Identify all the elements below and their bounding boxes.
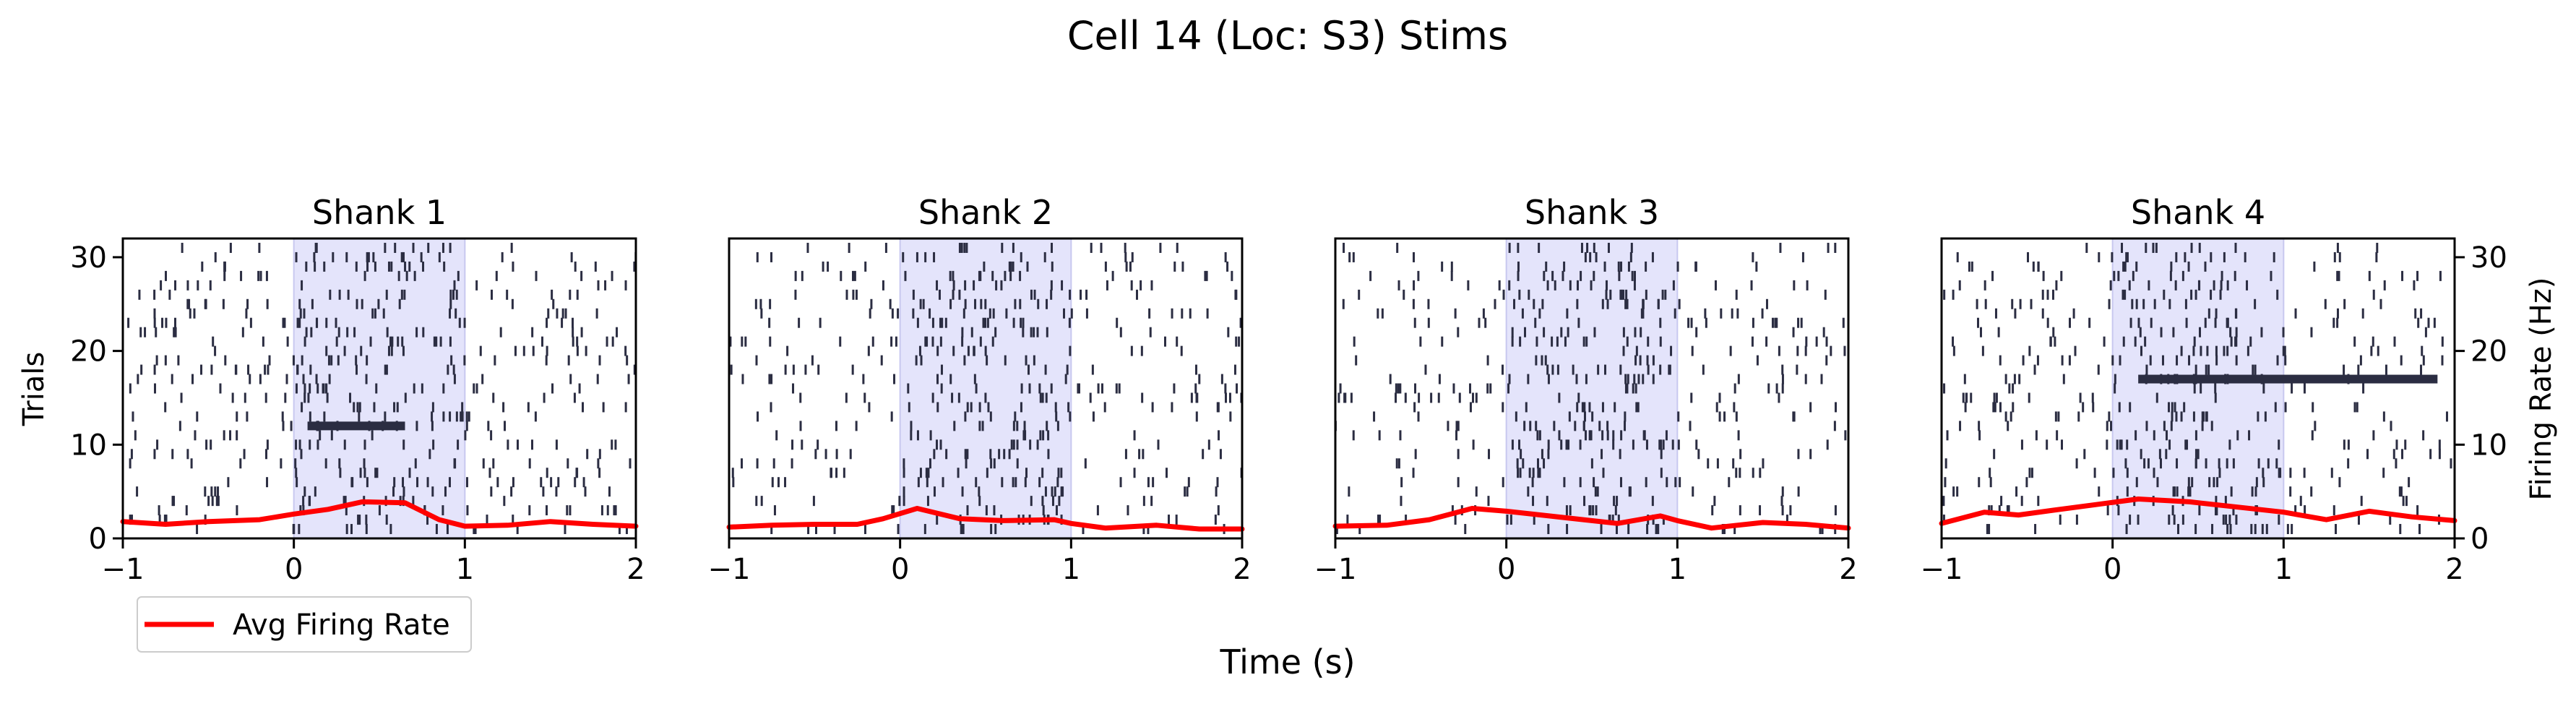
stim-window-shade: [293, 238, 466, 539]
legend: Avg Firing Rate: [137, 596, 472, 653]
x-tick-label: 1: [456, 553, 474, 586]
dense-spike-train: [2138, 374, 2438, 384]
y-tick-label-right: 30: [2471, 241, 2507, 275]
x-tick-label: 1: [1062, 553, 1080, 586]
y-tick-label-right: 20: [2471, 335, 2507, 369]
stim-window-shade: [899, 238, 1072, 539]
x-tick-label: 0: [891, 553, 909, 586]
legend-label: Avg Firing Rate: [233, 608, 450, 642]
x-tick-label: 2: [1839, 553, 1857, 586]
x-tick-label: 2: [1233, 553, 1251, 586]
x-tick-label: 1: [1668, 553, 1687, 586]
avg-firing-rate-line: [1332, 506, 1851, 531]
x-tick-label: 0: [1497, 553, 1515, 586]
y-tick-label-right: 0: [2471, 522, 2489, 556]
y-tick-label-right: 10: [2471, 429, 2507, 462]
x-axis-label: Time (s): [1219, 642, 1355, 681]
panel-3: Shank 3 −1 0 1 2: [1314, 193, 1858, 586]
x-tick-label: 2: [626, 553, 645, 586]
x-tick-label: −1: [102, 553, 145, 586]
y-tick-label-left: 20: [70, 335, 107, 369]
x-tick-label: −1: [1314, 553, 1357, 586]
panel-title: Shank 1: [312, 193, 447, 232]
x-tick-label: 2: [2445, 553, 2463, 586]
axes-frame: [1334, 237, 1850, 540]
panel-2: Shank 2 −1 0 1 2: [708, 193, 1252, 586]
panel-title: Shank 3: [1525, 193, 1659, 232]
panel-title: Shank 2: [918, 193, 1053, 232]
y-tick-label-left: 0: [89, 522, 107, 556]
legend-box: [137, 596, 472, 653]
avg-firing-rate-line: [1939, 496, 2457, 526]
avg-firing-rate-line: [726, 506, 1245, 532]
dense-spike-train: [307, 421, 405, 431]
spike-raster: [1334, 242, 1847, 535]
figure-title: Cell 14 (Loc: S3) Stims: [1067, 13, 1508, 59]
y-axis-label-firing-rate: Firing Rate (Hz): [2525, 278, 2558, 501]
axes-frame: [1940, 237, 2456, 540]
avg-firing-rate-line: [120, 499, 639, 529]
axes-frame: [728, 237, 1244, 540]
axes-frame: [121, 237, 637, 540]
spike-raster: [1942, 242, 2452, 535]
x-tick-label: −1: [708, 553, 751, 586]
spike-raster: [127, 242, 637, 535]
x-tick-label: 1: [2275, 553, 2293, 586]
x-tick-label: 0: [2103, 553, 2121, 586]
y-tick-label-left: 30: [70, 241, 107, 275]
x-tick-label: 0: [285, 553, 303, 586]
y-tick-label-left: 10: [70, 429, 107, 462]
x-tick-label: −1: [1921, 553, 1963, 586]
panel-title: Shank 4: [2131, 193, 2265, 232]
y-axis-label-trials: Trials: [17, 352, 51, 427]
